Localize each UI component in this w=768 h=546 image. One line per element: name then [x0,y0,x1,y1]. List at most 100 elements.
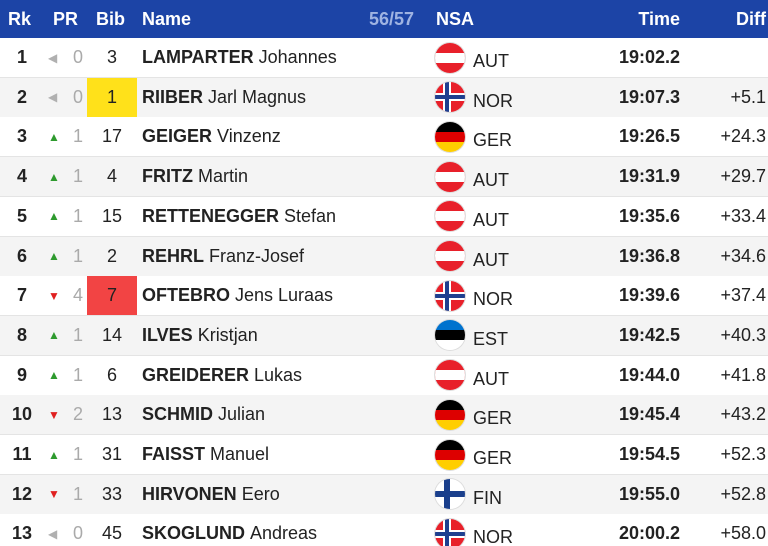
bib: 13 [101,404,123,425]
firstname: Vinzenz [217,126,281,147]
time: 19:31.9 [618,166,680,187]
firstname: Lukas [254,364,303,385]
surname: RIIBER [142,86,204,107]
diff: +58.0 [720,523,766,544]
rank: 10 [11,404,33,425]
header-bib: Bib [96,8,125,29]
pr-arrow: ◀ [48,50,58,65]
rank: 5 [16,205,27,226]
firstname: Johannes [258,47,337,67]
result-row: 10 ▼ 2 13 SCHMID Julian GER 19:45.4 +43.2 [0,395,768,436]
flag [435,82,465,113]
header-rk: Rk [8,8,32,29]
surname: OFTEBRO [142,285,230,306]
athlete-name: LAMPARTER Johannes [142,38,337,77]
athlete-name: GEIGER Vinzenz [142,117,281,156]
pr-arrow: ▼ [48,487,60,502]
nsa: AUT [473,209,509,230]
result-row: 5 ▲ 1 15 RETTENEGGER Stefan AUT 19:35.6 +33.4 [0,196,768,237]
pr-change: 4 [73,285,84,306]
surname: GREIDERER [142,364,250,385]
diff: +37.4 [720,285,766,306]
pr-change: 1 [73,205,84,226]
rank: 9 [16,364,27,385]
pr-change: 0 [73,47,84,67]
flag-cell [435,435,465,474]
pr-arrow: ▲ [48,447,60,462]
bib: 14 [101,324,123,345]
bib: 3 [106,47,117,67]
pr-change: 2 [73,404,84,425]
athlete-name: REHRL Franz-Josef [142,237,304,276]
surname: SKOGLUND [142,523,245,544]
athlete-name: SCHMID Julian [142,395,265,434]
pr-change: 0 [73,523,84,544]
diff: +41.8 [720,364,766,385]
rank: 2 [16,86,27,107]
flag [435,479,465,510]
athlete-name: ILVES Kristjan [142,316,258,355]
flag-cell [435,237,465,276]
result-row: 6 ▲ 1 2 REHRL Franz-Josef AUT 19:36.8 +34.6 [0,236,768,277]
surname: SCHMID [142,404,213,425]
bib: 45 [101,523,123,544]
athlete-name: FAISST Manuel [142,435,269,474]
pr-change: 1 [73,483,84,504]
flag [435,399,465,430]
pr-arrow: ◀ [48,526,58,541]
nsa: FIN [473,487,502,508]
bib: 15 [101,205,123,226]
flag-cell [435,157,465,196]
nsa: GER [473,448,513,468]
time: 19:44.0 [618,364,680,385]
nsa: AUT [473,249,509,270]
rank: 7 [16,285,27,306]
pr-change: 1 [73,364,84,385]
pr-change: 1 [73,166,84,187]
flag-cell [435,117,465,156]
athlete-name: RETTENEGGER Stefan [142,197,336,236]
athlete-name: HIRVONEN Eero [142,475,280,514]
diff: +52.3 [720,444,766,464]
pr-arrow: ▲ [48,368,60,383]
bib: 31 [101,444,123,464]
flag [435,518,465,546]
time: 19:02.2 [618,47,680,67]
flag [435,42,465,73]
diff: +34.6 [720,245,766,266]
result-row: 3 ▲ 1 17 GEIGER Vinzenz GER 19:26.5 +24.3 [0,117,768,158]
rank: 12 [11,483,33,504]
flag-cell [435,78,465,117]
athlete-name: OFTEBRO Jens Luraas [142,276,333,315]
bib: 2 [106,245,117,266]
pr-change: 1 [73,245,84,266]
flag [435,161,465,192]
flag [435,241,465,271]
time: 19:36.8 [618,245,680,266]
rank: 3 [16,126,27,147]
flag [435,360,465,391]
rank: 6 [16,245,27,266]
bib: 17 [101,126,123,147]
pr-arrow: ▲ [48,249,60,263]
result-row: 11 ▲ 1 31 FAISST Manuel GER 19:54.5 +52.3 [0,435,768,475]
firstname: Manuel [210,444,270,464]
surname: FAISST [142,444,206,464]
time: 19:42.5 [618,324,680,345]
time: 19:39.6 [618,285,680,306]
pr-change: 1 [73,444,84,464]
time: 20:00.2 [618,523,680,544]
firstname: Franz-Josef [209,245,305,266]
pr-arrow: ▲ [48,169,60,184]
result-row: 12 ▼ 1 33 HIRVONEN Eero FIN 19:55.0 +52.8 [0,474,768,515]
flag [435,439,465,470]
surname: GEIGER [142,126,213,147]
nsa: GER [473,408,513,429]
surname: ILVES [142,324,193,345]
flag-cell [435,475,465,514]
time: 19:35.6 [618,205,680,226]
surname: FRITZ [142,166,193,187]
flag [435,280,465,311]
time: 19:45.4 [618,404,680,425]
firstname: Kristjan [197,324,258,345]
